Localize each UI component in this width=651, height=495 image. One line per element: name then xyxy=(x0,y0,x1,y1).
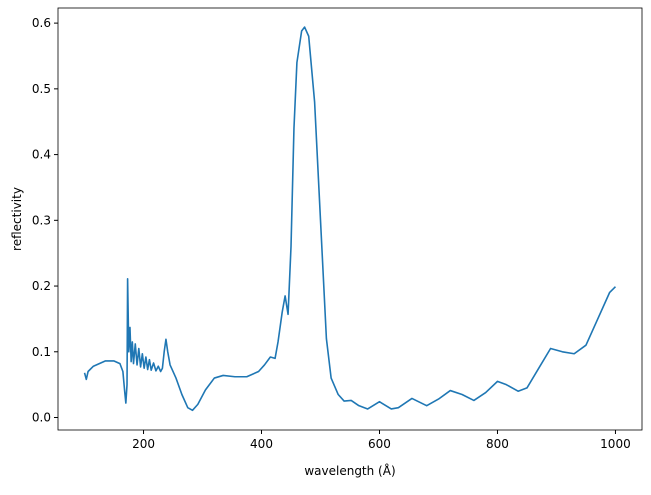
x-tick-label: 200 xyxy=(132,437,155,451)
y-tick-label: 0.4 xyxy=(32,148,51,162)
y-axis-label: reflectivity xyxy=(10,187,24,251)
x-tick-label: 600 xyxy=(368,437,391,451)
y-tick-label: 0.2 xyxy=(32,279,51,293)
x-tick-label: 800 xyxy=(486,437,509,451)
y-tick-label: 0.6 xyxy=(32,16,51,30)
y-tick-label: 0.5 xyxy=(32,82,51,96)
data-line xyxy=(83,26,617,412)
plot-frame xyxy=(57,7,643,431)
y-tick-label: 0.0 xyxy=(32,411,51,425)
y-tick-label: 0.1 xyxy=(32,345,51,359)
x-tick-label: 1000 xyxy=(600,437,631,451)
x-axis-label: wavelength (Å) xyxy=(304,463,395,478)
y-tick-label: 0.3 xyxy=(32,213,51,227)
x-tick-label: 400 xyxy=(250,437,273,451)
